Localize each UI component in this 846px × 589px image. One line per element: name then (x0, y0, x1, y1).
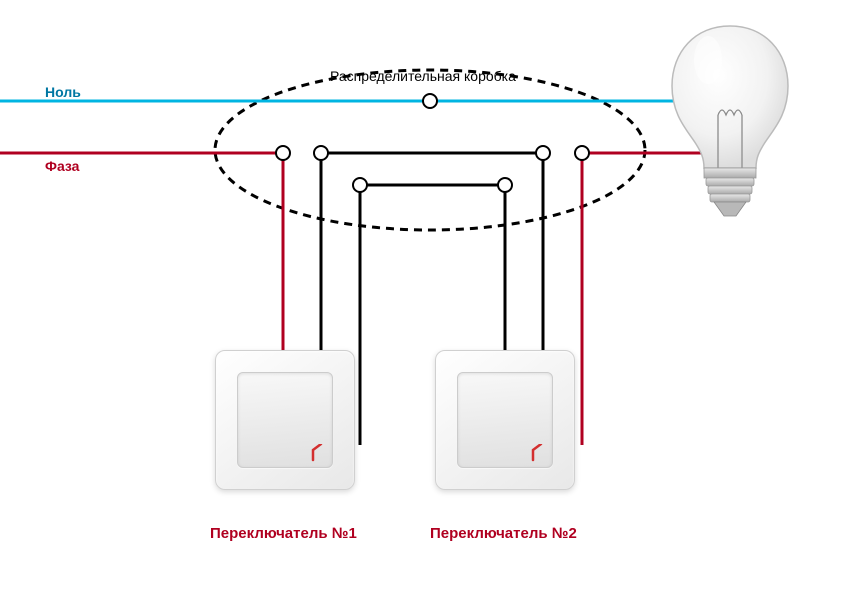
two-way-switch-2 (435, 350, 575, 490)
junction-box-label: Распределительная коробка (330, 68, 516, 84)
light-bulb (660, 20, 800, 230)
neutral-wire (0, 101, 715, 180)
two-way-switch-1 (215, 350, 355, 490)
switch-indicator-icon (311, 444, 325, 462)
switch2-label: Переключатель №2 (430, 525, 577, 542)
bulb-icon (660, 20, 800, 230)
switch1-label: Переключатель №1 (210, 525, 357, 542)
phase-label: Фаза (45, 158, 79, 174)
neutral-label: Ноль (45, 84, 81, 100)
switch-indicator-icon (531, 444, 545, 462)
wiring-diagram: Ноль Фаза Распределительная коробка Пере… (0, 0, 846, 589)
